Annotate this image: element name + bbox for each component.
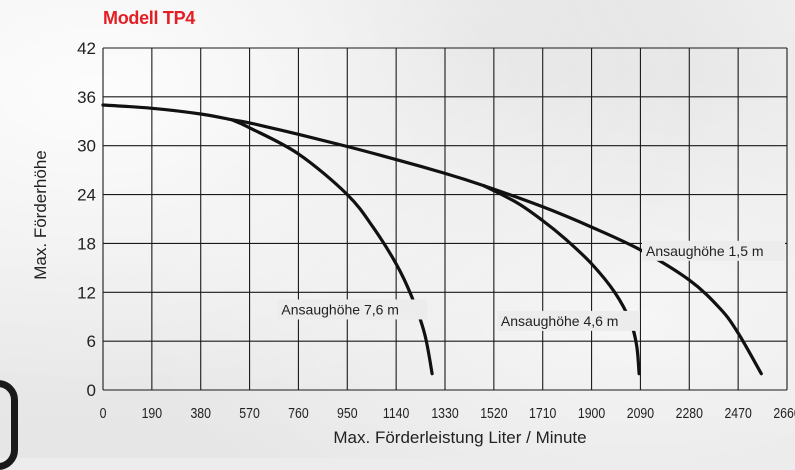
x-tick-label: 1330 (431, 405, 459, 421)
x-tick-label: 760 (288, 405, 309, 421)
x-tick-label: 190 (142, 405, 163, 421)
series-lines (101, 103, 763, 376)
y-tick-label: 24 (77, 186, 96, 205)
series-label: Ansaughöhe 7,6 m (281, 301, 399, 317)
y-tick-label: 36 (77, 88, 96, 107)
x-tick-label: 1520 (480, 405, 508, 421)
y-tick-label: 18 (77, 234, 96, 253)
x-tick-label: 0 (100, 405, 107, 421)
series-label-bg (277, 299, 428, 320)
grid (102, 47, 788, 391)
tick-labels: 0 190 380 570 760 950 1140 1330 1520 1710 1900 2090… (77, 39, 795, 421)
series-label-bg (496, 310, 640, 331)
y-tick-label: 42 (77, 39, 96, 58)
y-tick-label: 0 (87, 381, 96, 400)
background (0, 0, 795, 458)
y-tick-label: 30 (77, 137, 96, 156)
y-tick-label: 12 (77, 283, 96, 302)
x-tick-label: 570 (239, 405, 260, 421)
chart-canvas: 0 190 380 570 760 950 1140 1330 1520 1710 1900 2090… (77, 39, 795, 421)
x-tick-label: 950 (337, 405, 358, 421)
series-line (482, 184, 641, 376)
chart-title: Modell TP4 (103, 8, 196, 28)
series-label: Ansaughöhe 1,5 m (646, 243, 764, 259)
y-tick-label: 6 (87, 332, 96, 351)
x-tick-label: 380 (190, 405, 211, 421)
x-tick-label: 2470 (724, 405, 752, 421)
x-axis-label: Max. Förderleistung Liter / Minute (333, 428, 587, 447)
series-label: Ansaughöhe 4,6 m (501, 313, 619, 329)
x-tick-label: 2280 (676, 405, 704, 421)
x-tick-label: 2090 (627, 405, 655, 421)
x-tick-label: 1900 (578, 405, 606, 421)
series-line (101, 103, 763, 376)
series-labels: Ansaughöhe 1,5 m Ansaughöhe 4,6 m Ansaughö… (277, 240, 785, 331)
x-tick-label: 1710 (529, 405, 557, 421)
series-label-bg (642, 240, 785, 261)
series-line (230, 118, 434, 376)
x-tick-label: 1140 (383, 405, 410, 421)
